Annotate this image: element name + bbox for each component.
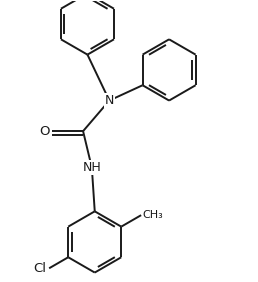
Text: O: O bbox=[39, 125, 50, 138]
Text: NH: NH bbox=[83, 161, 101, 174]
Text: N: N bbox=[105, 94, 114, 107]
Text: CH₃: CH₃ bbox=[143, 210, 163, 220]
Text: Cl: Cl bbox=[33, 262, 46, 275]
